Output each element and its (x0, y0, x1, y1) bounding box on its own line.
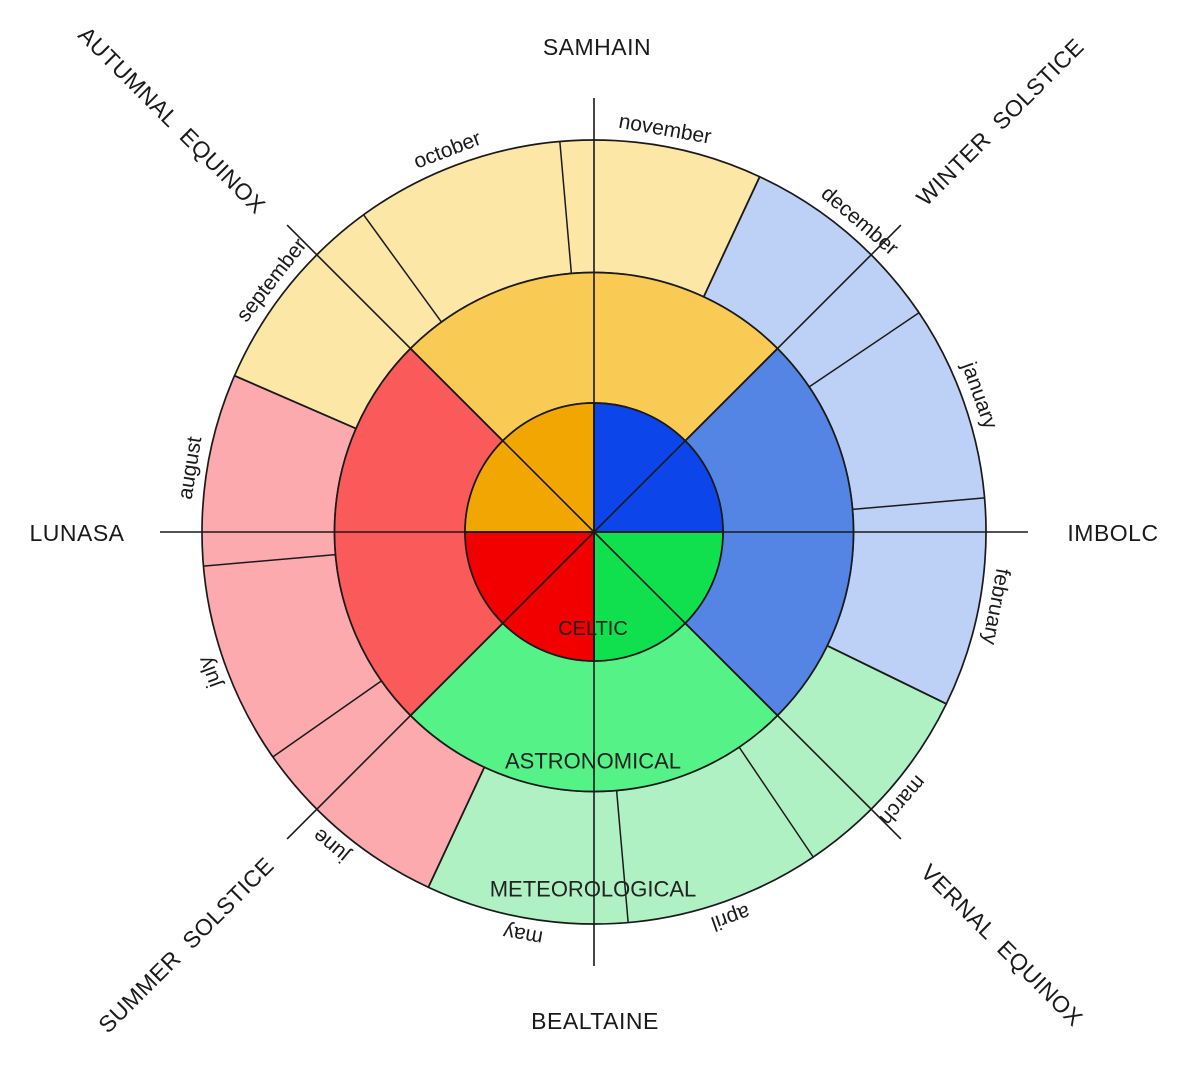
month-label-may: may (501, 920, 545, 950)
festival-label-winter-solstice: WINTER SOLSTICE (911, 33, 1089, 211)
month-boundary-line-1 (702, 176, 761, 298)
festival-label-lunasa: LUNASA (29, 520, 124, 546)
month-boundary-line-5 (738, 746, 814, 858)
month-boundary-line-2 (808, 312, 920, 388)
month-boundary-line-0 (559, 141, 573, 274)
festival-label-imbolc: IMBOLC (1067, 520, 1158, 546)
axis-line-135 (593, 531, 902, 840)
axis-line-225 (286, 531, 595, 840)
ring-label-celtic: CELTIC (558, 618, 628, 640)
festival-label-autumnal-equinox: AUTUMNAL EQUINOX (73, 21, 270, 218)
festival-label-bealtaine: BEALTAINE (531, 1008, 659, 1034)
month-label-august: august (174, 435, 207, 501)
ring-label-meteorological: METEOROLOGICAL (490, 877, 697, 902)
ring-label-astronomical: ASTRONOMICAL (505, 749, 681, 774)
festival-label-summer-solstice: SUMMER SOLSTICE (93, 852, 279, 1038)
month-boundary-line-3 (852, 497, 985, 511)
month-boundary-line-6 (615, 790, 629, 923)
axis-line-45 (593, 224, 902, 533)
axis-line-315 (286, 224, 595, 533)
month-boundary-line-8 (272, 680, 382, 758)
month-boundary-line-9 (203, 553, 336, 567)
month-label-july: july (193, 653, 226, 692)
month-boundary-line-11 (362, 214, 443, 323)
month-boundary-line-4 (826, 645, 947, 705)
month-boundary-line-10 (234, 375, 357, 430)
festival-label-vernal-equinox: VERNAL EQUINOX (916, 859, 1088, 1031)
month-boundary-line-7 (427, 766, 486, 888)
festival-label-samhain: SAMHAIN (543, 34, 651, 60)
